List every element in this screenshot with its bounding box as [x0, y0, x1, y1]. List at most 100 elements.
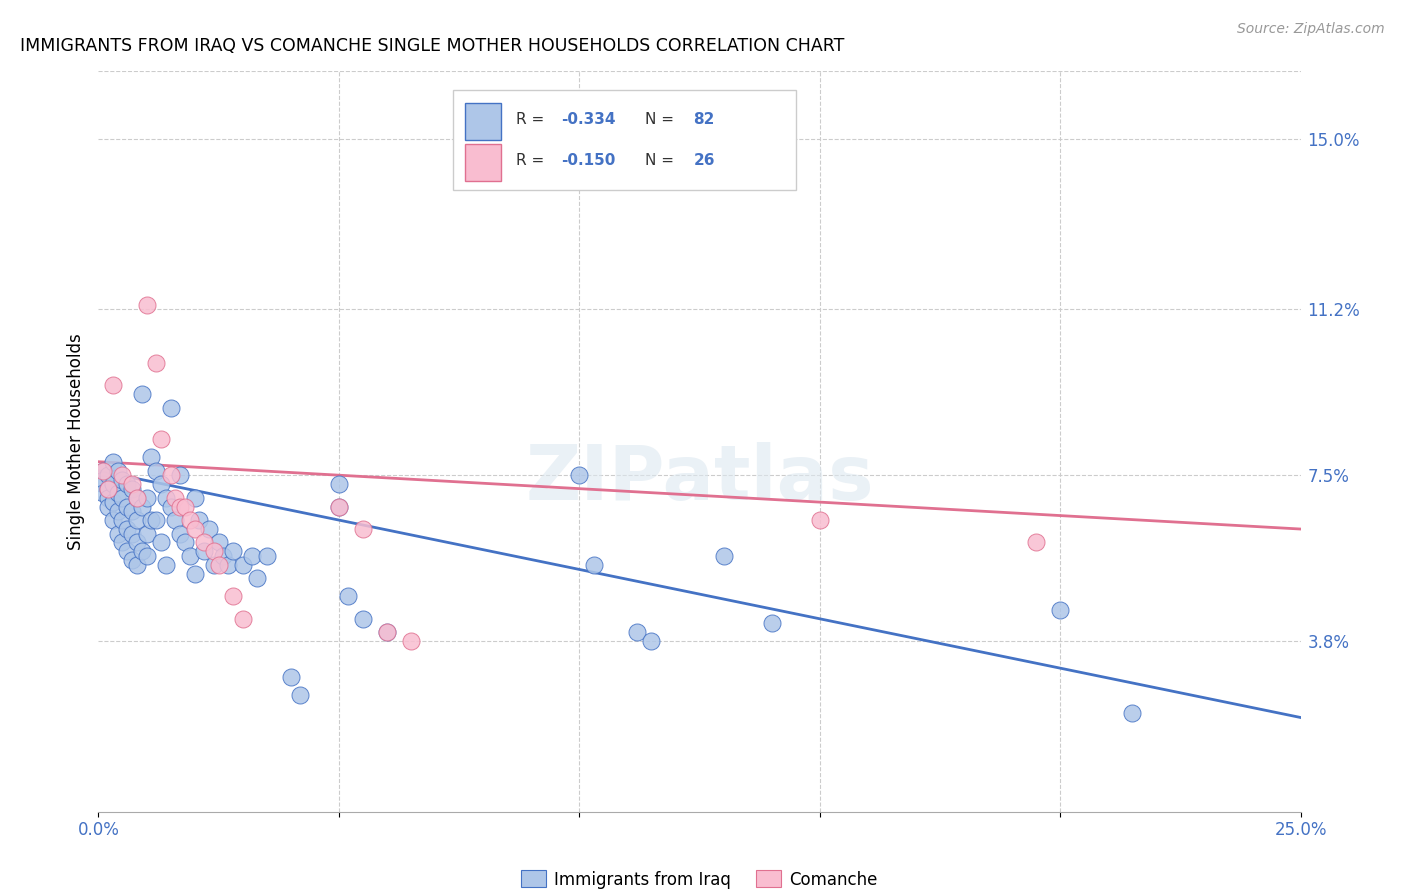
Point — [97, 491, 120, 505]
Point — [121, 553, 143, 567]
Point — [121, 482, 143, 496]
Point — [125, 491, 148, 505]
Point — [145, 513, 167, 527]
Point — [169, 500, 191, 514]
Point — [111, 491, 134, 505]
Point — [212, 549, 235, 563]
Point — [91, 464, 114, 478]
Text: 26: 26 — [693, 153, 716, 168]
Point — [91, 464, 114, 478]
Point — [188, 513, 211, 527]
Point — [352, 612, 374, 626]
Text: -0.334: -0.334 — [561, 112, 616, 127]
Point — [808, 513, 831, 527]
Point — [399, 634, 422, 648]
Y-axis label: Single Mother Households: Single Mother Households — [66, 334, 84, 549]
Point — [141, 450, 163, 465]
Point — [159, 500, 181, 514]
Point — [107, 486, 129, 500]
Point — [165, 491, 187, 505]
Point — [125, 558, 148, 572]
Point — [193, 535, 215, 549]
Text: -0.150: -0.150 — [561, 153, 616, 168]
Point — [149, 535, 172, 549]
Point — [328, 500, 350, 514]
Point — [232, 558, 254, 572]
Point — [121, 477, 143, 491]
Point — [202, 558, 225, 572]
Point — [240, 549, 263, 563]
Point — [141, 513, 163, 527]
Text: N =: N = — [645, 112, 679, 127]
Point — [125, 491, 148, 505]
Text: R =: R = — [516, 112, 548, 127]
Point — [174, 500, 197, 514]
Point — [232, 612, 254, 626]
Text: N =: N = — [645, 153, 679, 168]
Point — [91, 477, 114, 491]
Point — [111, 473, 134, 487]
Point — [174, 535, 197, 549]
Point — [117, 500, 139, 514]
Point — [97, 468, 120, 483]
Point — [97, 500, 120, 514]
Text: IMMIGRANTS FROM IRAQ VS COMANCHE SINGLE MOTHER HOUSEHOLDS CORRELATION CHART: IMMIGRANTS FROM IRAQ VS COMANCHE SINGLE … — [20, 37, 845, 54]
Point — [131, 544, 153, 558]
FancyBboxPatch shape — [465, 103, 501, 140]
Point — [111, 535, 134, 549]
Point — [222, 544, 245, 558]
Text: ZIPatlas: ZIPatlas — [526, 442, 873, 516]
Point — [375, 625, 398, 640]
Point — [155, 491, 177, 505]
Point — [375, 625, 398, 640]
Point — [111, 468, 134, 483]
Point — [155, 558, 177, 572]
FancyBboxPatch shape — [453, 90, 796, 190]
Point — [337, 590, 360, 604]
Point — [280, 670, 302, 684]
Point — [149, 432, 172, 446]
Point — [193, 544, 215, 558]
Point — [101, 455, 124, 469]
Point — [183, 522, 205, 536]
Point — [328, 500, 350, 514]
Point — [761, 616, 783, 631]
Point — [183, 491, 205, 505]
Point — [131, 387, 153, 401]
Point — [217, 558, 239, 572]
Point — [1049, 603, 1071, 617]
Point — [135, 298, 157, 312]
Point — [121, 526, 143, 541]
Point — [145, 356, 167, 370]
Point — [145, 464, 167, 478]
Point — [169, 468, 191, 483]
Point — [107, 464, 129, 478]
Point — [290, 688, 312, 702]
Point — [107, 526, 129, 541]
Point — [713, 549, 735, 563]
Point — [131, 500, 153, 514]
Point — [159, 401, 181, 415]
Point — [208, 558, 231, 572]
Point — [183, 566, 205, 581]
Point — [117, 522, 139, 536]
Point — [568, 468, 591, 483]
Point — [135, 491, 157, 505]
Point — [246, 571, 269, 585]
Point — [135, 549, 157, 563]
Point — [179, 513, 201, 527]
Point — [135, 526, 157, 541]
Text: Source: ZipAtlas.com: Source: ZipAtlas.com — [1237, 22, 1385, 37]
Point — [125, 513, 148, 527]
Text: 82: 82 — [693, 112, 714, 127]
Point — [101, 495, 124, 509]
Point — [222, 590, 245, 604]
Point — [328, 477, 350, 491]
Point — [107, 504, 129, 518]
Point — [149, 477, 172, 491]
Point — [91, 486, 114, 500]
Point — [125, 535, 148, 549]
Point — [1121, 706, 1143, 720]
Point — [101, 513, 124, 527]
Point — [101, 378, 124, 392]
